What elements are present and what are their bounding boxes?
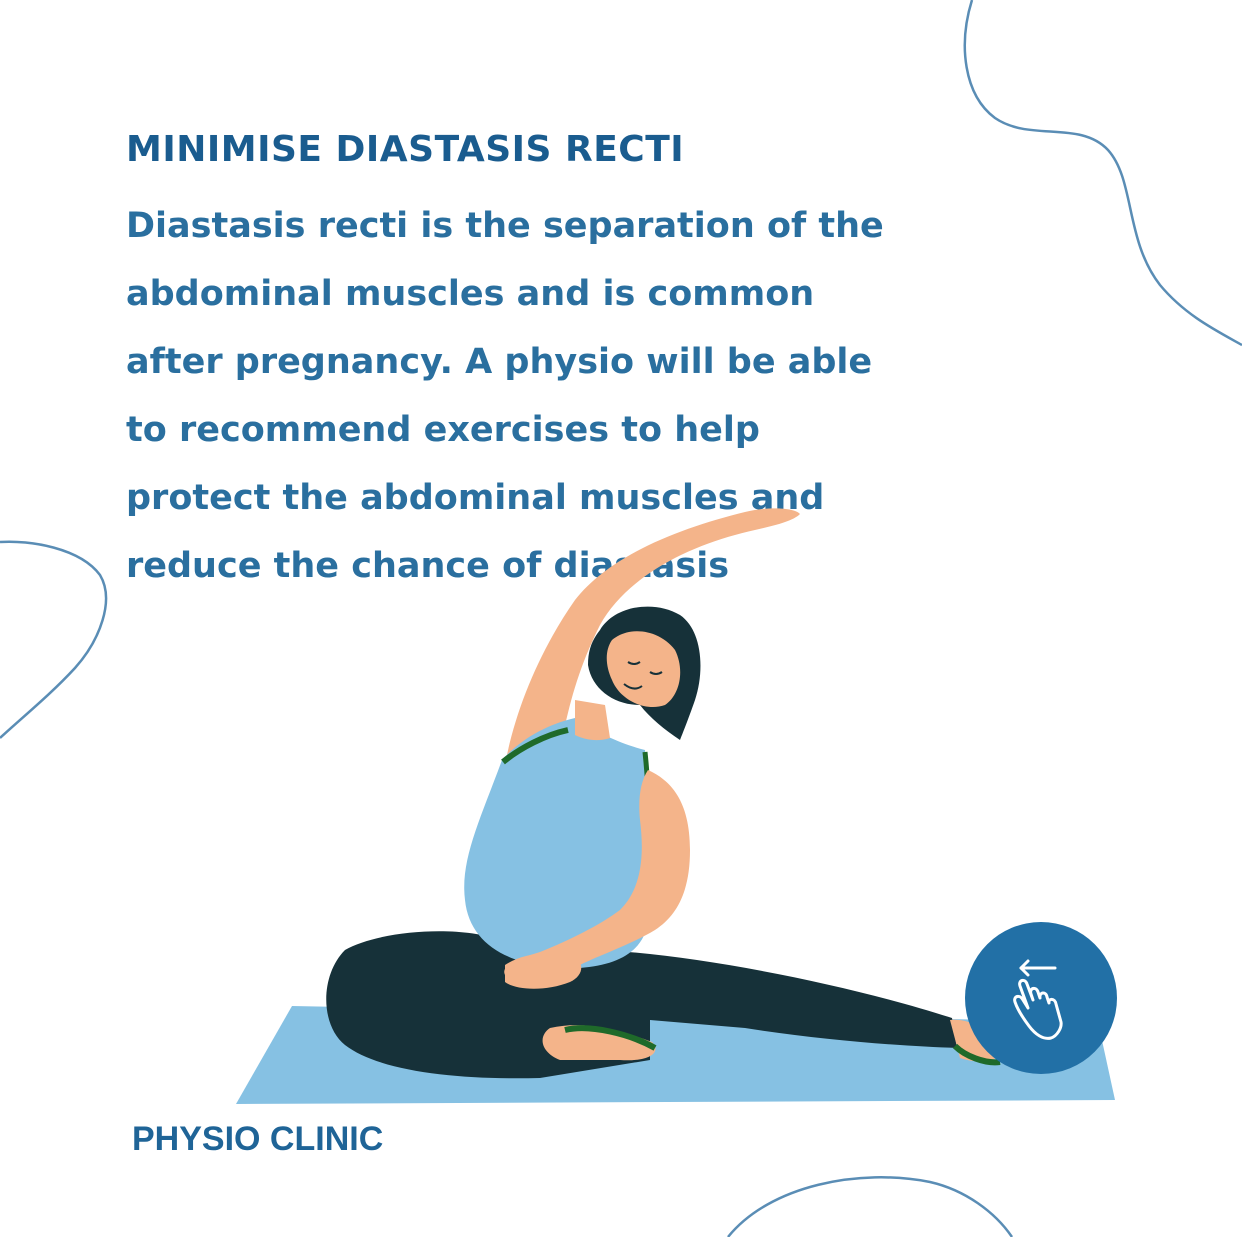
body-line: to recommend exercises to help <box>126 410 760 450</box>
swipe-left-hand-icon <box>1013 959 1063 1040</box>
hand-on-belly <box>505 953 582 989</box>
headline: MINIMISE DIASTASIS RECTI <box>126 129 685 170</box>
neck <box>575 700 610 741</box>
curve-bottom <box>727 1176 1014 1237</box>
foot-right-trim <box>952 1043 1001 1066</box>
tank-top-trim-left <box>501 727 569 765</box>
body-line: after pregnancy. A physio will be able <box>126 342 873 382</box>
leggings <box>326 931 957 1079</box>
eye-left <box>627 661 641 665</box>
body-line: abdominal muscles and is common <box>126 274 815 314</box>
mouth <box>623 683 643 690</box>
body-line: Diastasis recti is the separation of the <box>126 206 884 246</box>
foot-left-trim <box>564 1025 657 1051</box>
face <box>606 631 681 708</box>
curve-top-right <box>963 0 1242 347</box>
eye-right <box>649 671 663 675</box>
tank-top <box>464 718 652 969</box>
curve-left <box>0 540 108 739</box>
lower-arm <box>504 770 690 983</box>
body-line: protect the abdominal muscles and <box>126 478 825 518</box>
brand-name: PHYSIO CLINIC <box>132 1120 384 1158</box>
swipe-next-button[interactable] <box>965 922 1117 1074</box>
body-paragraph: Diastasis recti is the separation of the… <box>126 192 1006 600</box>
